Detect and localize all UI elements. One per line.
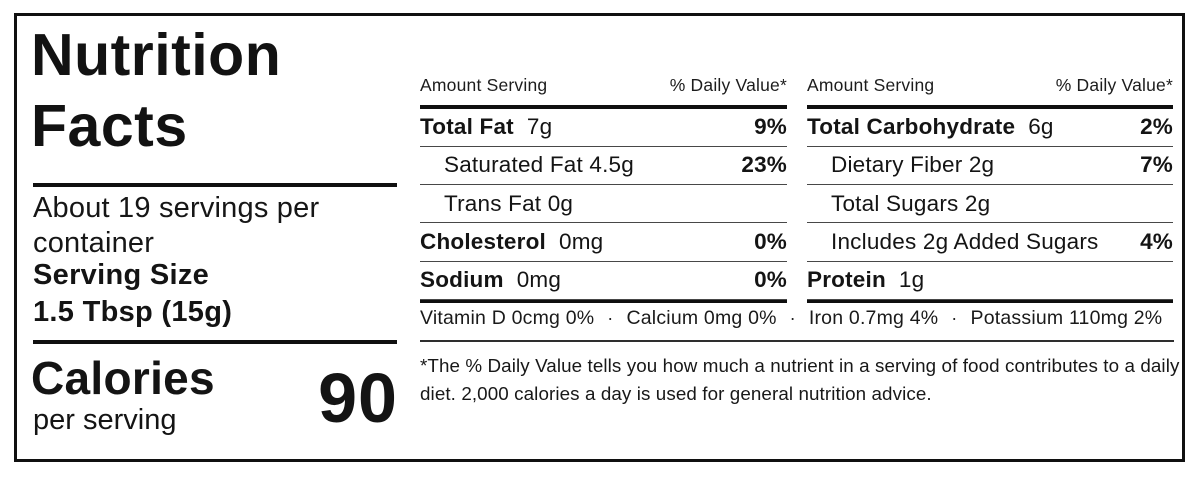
daily-value-header: % Daily Value* bbox=[1055, 75, 1173, 95]
micronutrient-vitamin-d: Vitamin D 0cmg 0% bbox=[420, 307, 595, 329]
nutrient-daily-value: 2% bbox=[1140, 114, 1173, 140]
dot-separator: · bbox=[607, 308, 614, 328]
nutrient-daily-value: 9% bbox=[754, 114, 787, 140]
row-added-sugars: Includes 2g Added Sugars 4% bbox=[807, 223, 1173, 262]
serving-size-value: 1.5 Tbsp (15g) bbox=[33, 296, 233, 328]
row-protein: Protein 1g bbox=[807, 262, 1173, 300]
title-divider bbox=[33, 183, 397, 187]
micronutrient-calcium: Calcium 0mg 0% bbox=[626, 307, 777, 329]
label-title-line2: Facts bbox=[31, 93, 188, 159]
nutrient-name: Total Sugars 2g bbox=[831, 190, 991, 216]
daily-value-footnote: *The % Daily Value tells you how much a … bbox=[420, 352, 1200, 407]
dot-separator: · bbox=[789, 308, 796, 328]
footnote-line1: *The % Daily Value tells you how much a … bbox=[420, 355, 1180, 376]
column-bottom-rule bbox=[807, 299, 1173, 304]
label-title-line1: Nutrition bbox=[31, 22, 282, 88]
nutrient-daily-value: 7% bbox=[1140, 152, 1173, 178]
nutrient-column-right: Amount Serving % Daily Value* Total Carb… bbox=[807, 75, 1173, 304]
nutrient-name: Includes 2g Added Sugars bbox=[831, 229, 1099, 255]
header-rule bbox=[420, 105, 787, 109]
nutrient-amount: 0mg bbox=[558, 229, 604, 255]
label-border bbox=[14, 13, 1185, 462]
calories-label: Calories bbox=[31, 352, 215, 404]
footnote-line2: diet. 2,000 calories a day is used for g… bbox=[420, 382, 932, 404]
nutrient-name: Trans Fat 0g bbox=[444, 190, 574, 216]
micronutrient-iron: Iron 0.7mg 4% bbox=[808, 307, 939, 329]
nutrient-daily-value: 23% bbox=[741, 152, 787, 178]
column-header: Amount Serving % Daily Value* bbox=[420, 75, 787, 105]
servings-per-container: About 19 servings per container bbox=[33, 192, 320, 259]
nutrient-daily-value: 0% bbox=[754, 267, 787, 293]
row-total-carbohydrate: Total Carbohydrate 6g 2% bbox=[807, 109, 1173, 147]
nutrient-amount: 7g bbox=[526, 114, 553, 140]
row-sodium: Sodium 0mg 0% bbox=[420, 262, 787, 300]
nutrient-daily-value: 4% bbox=[1140, 229, 1173, 255]
nutrient-name: Sodium bbox=[420, 267, 504, 293]
micronutrients-divider bbox=[420, 340, 1174, 342]
dot-separator: · bbox=[951, 308, 958, 328]
row-total-fat: Total Fat 7g 9% bbox=[420, 109, 787, 147]
nutrient-column-left: Amount Serving % Daily Value* Total Fat … bbox=[420, 75, 787, 304]
nutrient-name: Dietary Fiber 2g bbox=[831, 152, 995, 178]
nutrient-name: Saturated Fat 4.5g bbox=[444, 152, 634, 178]
nutrient-name: Total Fat bbox=[420, 114, 514, 140]
column-header: Amount Serving % Daily Value* bbox=[807, 75, 1173, 105]
amount-serving-header: Amount Serving bbox=[807, 75, 935, 95]
micronutrient-potassium: Potassium 110mg 2% bbox=[970, 307, 1163, 329]
row-saturated-fat: Saturated Fat 4.5g 23% bbox=[420, 147, 787, 186]
calories-divider bbox=[33, 340, 397, 344]
header-rule bbox=[807, 105, 1173, 109]
column-bottom-rule bbox=[420, 299, 787, 304]
serving-size-label: Serving Size bbox=[33, 259, 210, 291]
nutrient-name: Cholesterol bbox=[420, 229, 546, 255]
calories-sublabel: per serving bbox=[33, 404, 177, 436]
amount-serving-header: Amount Serving bbox=[420, 75, 548, 95]
row-cholesterol: Cholesterol 0mg 0% bbox=[420, 223, 787, 262]
label-title: Nutrition Facts bbox=[31, 20, 281, 162]
row-trans-fat: Trans Fat 0g bbox=[420, 185, 787, 224]
daily-value-header: % Daily Value* bbox=[669, 75, 787, 95]
nutrient-amount: 1g bbox=[898, 267, 925, 293]
nutrient-amount: 6g bbox=[1028, 114, 1054, 140]
nutrient-name: Protein bbox=[807, 267, 886, 293]
calories-value: 90 bbox=[318, 359, 398, 437]
row-dietary-fiber: Dietary Fiber 2g 7% bbox=[807, 147, 1173, 186]
nutrient-name: Total Carbohydrate bbox=[807, 114, 1016, 140]
nutrient-amount: 0mg bbox=[516, 267, 562, 293]
micronutrients-line: Vitamin D 0cmg 0% · Calcium 0mg 0% · Iro… bbox=[420, 307, 1176, 330]
nutrient-daily-value: 0% bbox=[754, 229, 787, 255]
row-total-sugars: Total Sugars 2g bbox=[807, 185, 1173, 224]
